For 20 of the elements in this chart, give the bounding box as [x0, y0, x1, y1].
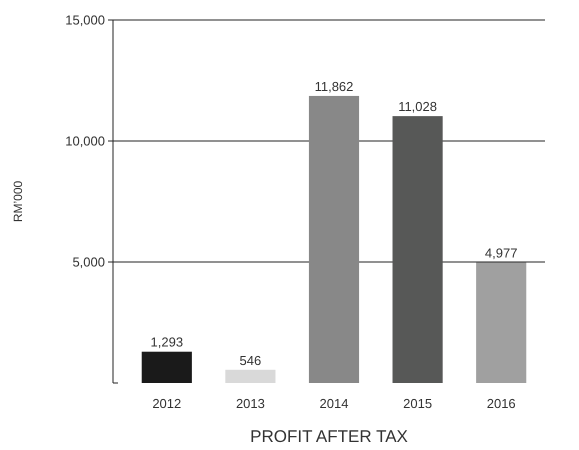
- x-tick-label: 2012: [152, 396, 182, 411]
- bar: [392, 116, 443, 383]
- y-axis-title: RM’000: [11, 180, 25, 222]
- bar: [476, 262, 526, 383]
- data-label: 4,977: [484, 246, 518, 261]
- bar: [142, 352, 192, 383]
- bar: [225, 370, 276, 383]
- data-label: 11,028: [398, 99, 437, 114]
- x-tick-label: 2016: [486, 396, 516, 411]
- data-label: 11,862: [314, 78, 354, 94]
- data-label: 1,293: [150, 334, 184, 350]
- x-tick-label: 2014: [320, 396, 348, 411]
- x-tick-label: 2015: [403, 396, 432, 411]
- bar: [308, 96, 360, 383]
- text: PROFIT AFTER TAX: [250, 427, 408, 446]
- y-tick-label: 5,000: [72, 254, 105, 270]
- y-tick-label: 10,000: [65, 134, 105, 149]
- y-tick-label: 15,000: [65, 12, 105, 28]
- x-tick-label: 2013: [236, 396, 265, 411]
- data-label: 546: [240, 352, 262, 368]
